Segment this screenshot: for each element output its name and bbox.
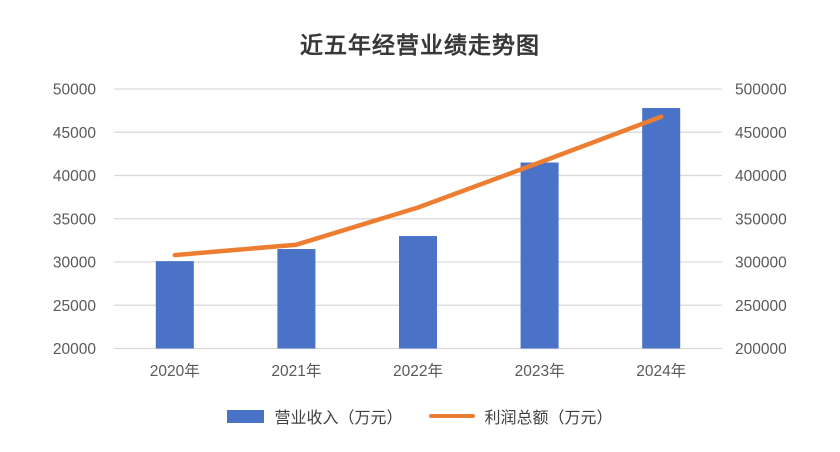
revenue-bar-2021年 (277, 249, 316, 349)
y-axis-right-tick-label: 200000 (735, 341, 787, 358)
profit-line-swatch-icon (428, 414, 475, 418)
y-axis-left-tick-label: 50000 (53, 82, 96, 99)
revenue-bar-2022年 (399, 236, 437, 349)
y-axis-left-tick-label: 25000 (53, 298, 96, 315)
x-axis-label-2021年: 2021年 (271, 362, 321, 380)
legend-item-revenue: 营业收入（万元） (227, 404, 403, 428)
legend-label-revenue: 营业收入（万元） (274, 410, 403, 427)
y-axis-right-tick-label: 400000 (735, 168, 787, 185)
y-axis-left-tick-label: 35000 (53, 211, 96, 228)
x-axis-label-2020年: 2020年 (150, 362, 200, 380)
y-axis-right-tick-label: 250000 (735, 298, 787, 315)
y-axis-right-tick-label: 300000 (735, 255, 787, 272)
legend-label-profit: 利润总额（万元） (484, 410, 613, 427)
x-axis-label-2022年: 2022年 (393, 362, 443, 380)
profit-line (172, 114, 664, 258)
x-axis-label-2024年: 2024年 (636, 362, 686, 380)
chart-title: 近五年经营业绩走势图 (300, 33, 540, 58)
y-axis-left-tick-label: 40000 (53, 168, 96, 185)
revenue-bar-2024年 (642, 108, 681, 349)
legend-item-profit: 利润总额（万元） (428, 404, 613, 428)
legend: 营业收入（万元） 利润总额（万元） (0, 404, 840, 428)
revenue-bar-2020年 (155, 261, 194, 349)
revenue-bar-swatch-icon (227, 409, 265, 423)
y-axis-right-tick-label: 500000 (735, 82, 787, 99)
x-axis-label-2023年: 2023年 (515, 362, 565, 380)
y-axis-right-tick-label: 450000 (735, 125, 787, 142)
revenue-bar-2023年 (520, 162, 559, 349)
y-axis-right-tick-label: 350000 (735, 211, 787, 228)
y-axis-left-tick-label: 45000 (53, 125, 96, 142)
y-axis-left-tick-label: 20000 (53, 341, 96, 358)
y-axis-left-tick-label: 30000 (53, 255, 96, 272)
